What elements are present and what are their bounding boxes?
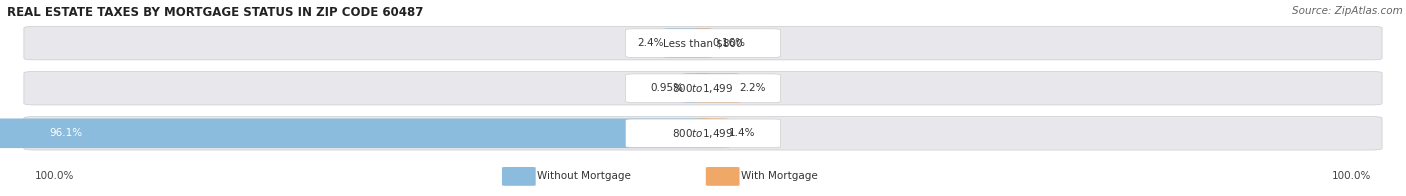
FancyBboxPatch shape	[502, 167, 536, 186]
FancyBboxPatch shape	[24, 26, 1382, 60]
FancyBboxPatch shape	[24, 72, 1382, 105]
Text: 2.2%: 2.2%	[740, 83, 766, 93]
Text: With Mortgage: With Mortgage	[741, 171, 818, 181]
Text: 100.0%: 100.0%	[1331, 171, 1371, 181]
FancyBboxPatch shape	[626, 74, 780, 102]
Text: REAL ESTATE TAXES BY MORTGAGE STATUS IN ZIP CODE 60487: REAL ESTATE TAXES BY MORTGAGE STATUS IN …	[7, 6, 423, 19]
FancyBboxPatch shape	[695, 118, 730, 148]
FancyBboxPatch shape	[24, 116, 1382, 150]
Text: Without Mortgage: Without Mortgage	[537, 171, 631, 181]
FancyBboxPatch shape	[626, 119, 780, 148]
FancyBboxPatch shape	[695, 73, 741, 103]
FancyBboxPatch shape	[706, 167, 740, 186]
Text: 0.16%: 0.16%	[713, 38, 745, 48]
FancyBboxPatch shape	[695, 28, 714, 58]
Text: 1.4%: 1.4%	[728, 128, 755, 138]
FancyBboxPatch shape	[626, 29, 780, 57]
FancyBboxPatch shape	[682, 73, 711, 103]
Text: Less than $800: Less than $800	[664, 38, 742, 48]
FancyBboxPatch shape	[0, 118, 711, 148]
Text: $800 to $1,499: $800 to $1,499	[672, 82, 734, 95]
Text: Source: ZipAtlas.com: Source: ZipAtlas.com	[1292, 6, 1403, 16]
Text: 2.4%: 2.4%	[637, 38, 664, 48]
Text: 96.1%: 96.1%	[49, 128, 83, 138]
Text: 100.0%: 100.0%	[35, 171, 75, 181]
Text: $800 to $1,499: $800 to $1,499	[672, 127, 734, 140]
Text: 0.95%: 0.95%	[651, 83, 683, 93]
FancyBboxPatch shape	[662, 28, 711, 58]
